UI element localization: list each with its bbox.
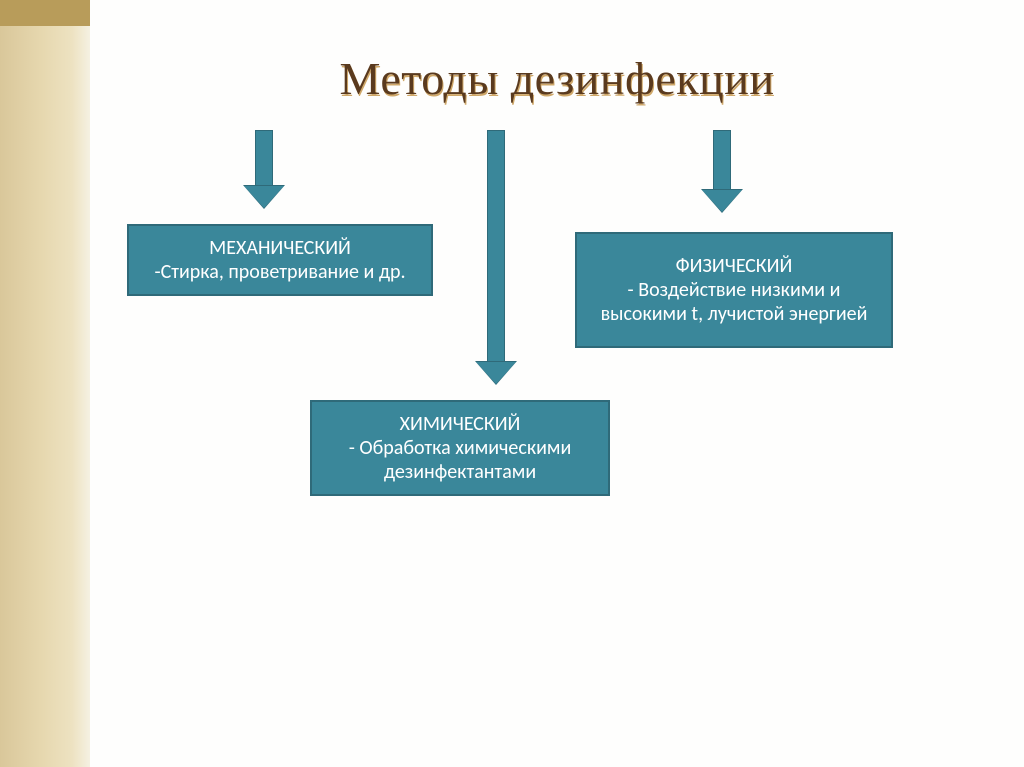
title-text: Методы дезинфекции <box>340 53 775 104</box>
arrow-head <box>702 190 742 212</box>
box-desc: - Обработка химическими дезинфектантами <box>322 436 598 484</box>
box-desc: -Стирка, проветривание и др. <box>154 260 405 284</box>
box-title: ФИЗИЧЕСКИЙ <box>676 254 793 278</box>
arrow-head <box>244 186 284 208</box>
box-desc: - Воздействие низкими и высокими t, лучи… <box>587 278 881 326</box>
box-title: ХИМИЧЕСКИЙ <box>400 412 521 436</box>
sidebar-decoration <box>0 0 90 767</box>
sidebar-cap <box>0 0 90 26</box>
box-title: МЕХАНИЧЕСКИЙ <box>209 236 351 260</box>
slide: Методы дезинфекции МЕХАНИЧЕСКИЙ -Стирка,… <box>0 0 1024 767</box>
arrow-head <box>476 362 516 384</box>
box-mechanical: МЕХАНИЧЕСКИЙ -Стирка, проветривание и др… <box>127 224 433 296</box>
arrow-shaft <box>255 130 273 186</box>
box-physical: ФИЗИЧЕСКИЙ - Воздействие низкими и высок… <box>575 232 893 348</box>
box-chemical: ХИМИЧЕСКИЙ - Обработка химическими дезин… <box>310 400 610 496</box>
arrow-shaft <box>487 130 505 362</box>
main-area: Методы дезинфекции МЕХАНИЧЕСКИЙ -Стирка,… <box>90 0 1024 767</box>
page-title: Методы дезинфекции <box>90 52 1024 105</box>
arrow-shaft <box>713 130 731 190</box>
